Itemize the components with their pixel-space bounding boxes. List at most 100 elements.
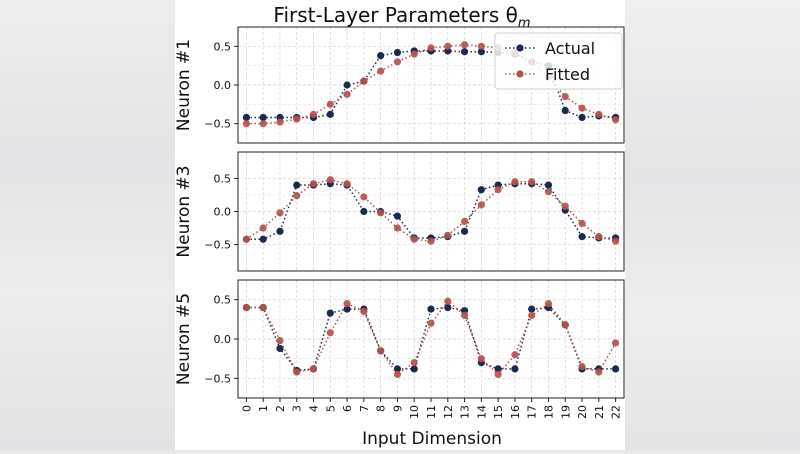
data-point-fitted (293, 192, 301, 200)
data-point-actual (410, 365, 418, 373)
data-point-fitted (360, 307, 368, 316)
data-point-fitted (410, 235, 418, 243)
data-point-actual (293, 181, 301, 189)
y-tick-label: 0.5 (214, 40, 232, 53)
data-point-fitted (393, 58, 402, 66)
data-point-fitted (293, 115, 301, 123)
series-line-fitted (246, 300, 617, 376)
legend: Actual Fitted (494, 32, 623, 90)
data-point-fitted (578, 104, 586, 112)
data-point-actual (343, 81, 351, 89)
data-point-fitted (343, 300, 351, 308)
data-point-actual (276, 227, 284, 235)
data-point-fitted (460, 41, 469, 49)
data-point-fitted (561, 93, 569, 101)
x-axis: 0 1 2 3 4 5 6 7 8 9 10 11 12 13 14 15 16 17 18 19 20 21 22 (240, 398, 623, 419)
data-point-fitted (343, 90, 351, 98)
data-point-fitted (528, 178, 536, 186)
data-point-fitted (309, 180, 318, 188)
data-point-fitted (276, 118, 284, 126)
data-point-actual (393, 365, 402, 373)
data-point-fitted (309, 365, 318, 373)
legend-marker (516, 70, 524, 78)
data-point-fitted (410, 359, 418, 367)
data-point-fitted (326, 100, 334, 108)
x-tick-label: 17 (526, 405, 539, 419)
x-axis-label: Input Dimension (362, 429, 502, 449)
data-point-actual (444, 303, 452, 312)
data-point-fitted (377, 209, 385, 217)
data-point-fitted (343, 180, 351, 188)
panel-2: 0.5 0.0 −0.5 Neuron #3 (174, 151, 625, 272)
data-point-fitted (494, 370, 502, 378)
data-point-fitted (460, 217, 469, 226)
data-point-fitted (242, 303, 250, 312)
data-point-actual (326, 309, 334, 317)
data-point-fitted (595, 368, 603, 376)
data-point-fitted (427, 237, 435, 245)
y-tick-label: −0.5 (204, 118, 231, 131)
legend-label: Fitted (545, 65, 590, 84)
x-tick-label: 4 (308, 405, 321, 412)
x-tick-label: 12 (442, 405, 455, 419)
legend-box (494, 32, 623, 90)
data-point-fitted (242, 235, 250, 243)
data-point-fitted (477, 355, 485, 363)
series-line-actual (246, 306, 616, 372)
y-tick-label: 0.0 (214, 206, 232, 219)
x-tick-label: 10 (408, 405, 421, 419)
panel-3: 0.5 0.0 −0.5 Neuron #5 (174, 279, 625, 399)
x-tick-label: 7 (358, 405, 371, 412)
y-tick-label: 0.0 (214, 79, 232, 92)
data-point-fitted (293, 368, 301, 376)
series-line-fitted (245, 178, 616, 243)
data-point-actual (393, 48, 402, 57)
x-tick-label: 18 (542, 405, 555, 419)
blurred-background-right (625, 0, 800, 450)
y-tick-label: 0.5 (214, 172, 232, 185)
data-point-actual (528, 305, 536, 313)
data-point-fitted (595, 233, 603, 241)
data-point-actual (259, 113, 267, 122)
data-point-fitted (377, 347, 385, 355)
legend-label: Actual (545, 39, 595, 58)
data-point-actual (544, 181, 553, 189)
x-tick-label: 1 (257, 405, 270, 412)
data-point-fitted (612, 116, 620, 124)
legend-marker (516, 44, 524, 52)
data-point-fitted (444, 42, 452, 50)
panel-frame (237, 26, 625, 144)
data-point-fitted (410, 50, 418, 58)
chart-title-text: First-Layer Parameters θ (273, 3, 518, 27)
data-point-fitted (544, 300, 553, 308)
data-point-fitted (578, 219, 586, 227)
data-point-actual (259, 235, 267, 243)
x-tick-label: 13 (459, 405, 472, 419)
data-point-fitted (326, 329, 334, 337)
data-point-fitted (494, 186, 502, 194)
data-point-fitted (578, 362, 586, 371)
data-point-fitted (427, 319, 435, 327)
x-tick-label: 16 (509, 405, 522, 419)
x-tick-label: 22 (610, 405, 623, 419)
figure-canvas: First-Layer Parameters θm 0.5 0.0 −0.5 Neur… (174, 0, 625, 450)
data-point-actual (612, 365, 620, 373)
x-tick-label: 3 (291, 405, 304, 412)
data-point-fitted (309, 110, 318, 118)
data-point-fitted (259, 303, 267, 312)
data-point-fitted (377, 67, 385, 75)
x-tick-label: 2 (274, 405, 287, 412)
data-point-fitted (460, 311, 469, 319)
data-point-actual (578, 113, 586, 122)
data-point-fitted (259, 120, 267, 128)
data-point-fitted (242, 120, 250, 128)
data-point-actual (511, 365, 519, 373)
x-tick-label: 6 (341, 405, 354, 412)
data-point-fitted (477, 201, 485, 209)
data-point-actual (477, 186, 485, 194)
data-point-fitted (511, 351, 519, 359)
x-tick-label: 21 (593, 405, 606, 419)
data-point-fitted (595, 110, 603, 118)
data-point-fitted (561, 321, 569, 329)
